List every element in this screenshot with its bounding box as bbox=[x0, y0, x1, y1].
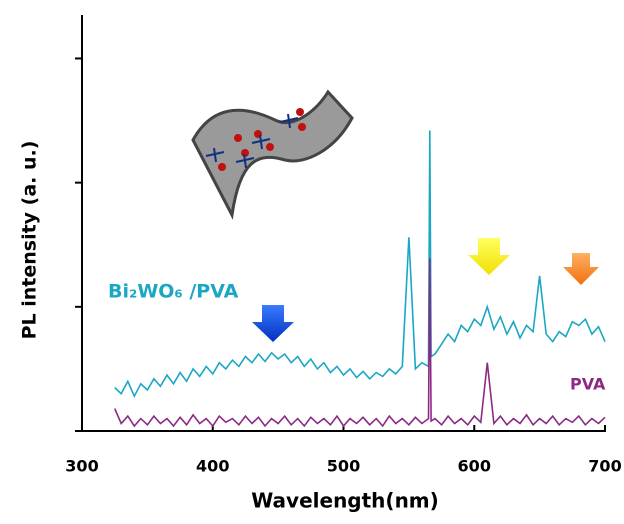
line bbox=[113, 258, 606, 428]
line bbox=[114, 130, 606, 399]
x-tick-label: 700 bbox=[588, 457, 621, 476]
arrow-yellow bbox=[468, 238, 510, 275]
arrow-orange bbox=[563, 253, 599, 285]
x-tick-label: 400 bbox=[196, 457, 229, 476]
x-tick-label: 600 bbox=[458, 457, 491, 476]
x-axis-label: Wavelength(nm) bbox=[251, 489, 439, 513]
series-label: Bi₂WO₆ /PVA bbox=[108, 281, 239, 303]
series-label: PVA bbox=[570, 375, 606, 394]
film-illustration bbox=[191, 89, 354, 220]
x-tick-label: 500 bbox=[327, 457, 360, 476]
x-tick-label: 300 bbox=[65, 457, 98, 476]
y-axis-label: PL intensity (a. u.) bbox=[19, 141, 41, 340]
arrow-blue bbox=[252, 305, 294, 342]
